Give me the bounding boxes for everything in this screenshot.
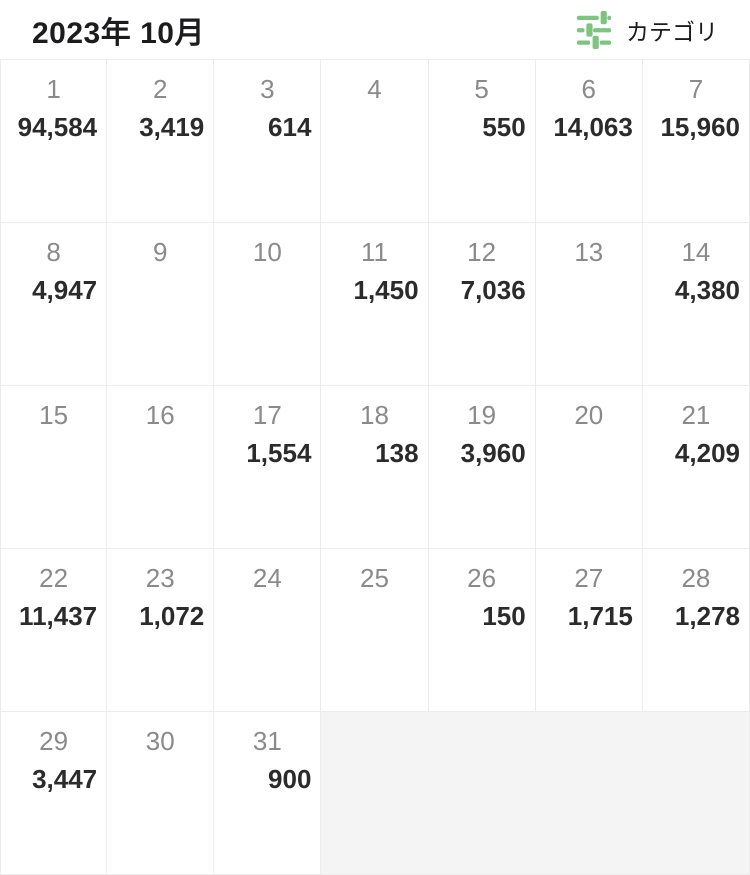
day-number: 6: [581, 74, 596, 104]
calendar-grid: 1 94,584 2 3,419 3 614 4 5 550 6 14,063 7 15,960 8 4,9…: [0, 59, 750, 875]
day-amount: 3,960: [460, 438, 526, 468]
calendar-day-cell[interactable]: 7 15,960: [642, 60, 750, 223]
day-number: 20: [574, 400, 604, 430]
day-number: 8: [46, 237, 61, 267]
day-number: 14: [681, 237, 711, 267]
day-number: 11: [360, 237, 388, 267]
calendar-day-cell[interactable]: 25: [321, 549, 429, 712]
day-number: 13: [574, 237, 604, 267]
calendar-day-cell[interactable]: 10: [214, 223, 322, 386]
calendar-day-cell[interactable]: 26 150: [428, 549, 536, 712]
calendar-day-cell[interactable]: 21 4,209: [642, 386, 750, 549]
calendar-day-cell[interactable]: 28 1,278: [642, 549, 750, 712]
calendar-day-cell[interactable]: 20: [535, 386, 643, 549]
day-amount: 14,063: [553, 112, 633, 142]
calendar-day-cell[interactable]: 22 11,437: [0, 549, 108, 712]
day-amount: 4,380: [674, 275, 740, 305]
day-number: 7: [688, 74, 704, 104]
calendar-day-cell[interactable]: 3 614: [214, 60, 322, 223]
day-amount: 1,278: [674, 601, 740, 631]
calendar-day-cell[interactable]: 6 14,063: [535, 60, 643, 223]
calendar-day-cell[interactable]: 24: [214, 549, 322, 712]
calendar-day-cell[interactable]: 29 3,447: [0, 712, 108, 875]
day-amount: 15,960: [660, 112, 740, 142]
day-amount: 1,715: [567, 601, 633, 631]
day-amount: 7,036: [460, 275, 526, 305]
day-amount: 1,072: [139, 601, 205, 631]
calendar-day-cell[interactable]: 11 1,450: [321, 223, 429, 386]
day-amount: 4,209: [674, 438, 740, 468]
day-amount: 614: [268, 112, 312, 142]
day-amount: 900: [268, 764, 312, 794]
day-number: 30: [145, 726, 175, 756]
day-number: 10: [252, 237, 282, 267]
day-number: 17: [252, 400, 282, 430]
day-number: 25: [360, 563, 389, 593]
day-amount: 4,947: [32, 275, 98, 305]
calendar-day-cell[interactable]: 30: [107, 712, 215, 875]
calendar-day-cell[interactable]: 5 550: [428, 60, 536, 223]
day-amount: 3,447: [32, 764, 98, 794]
day-amount: 550: [482, 112, 526, 142]
day-amount: 11,437: [19, 601, 98, 631]
calendar-day-cell[interactable]: 19 3,960: [428, 386, 536, 549]
calendar-day-cell[interactable]: 23 1,072: [107, 549, 215, 712]
calendar-day-cell[interactable]: 27 1,715: [535, 549, 643, 712]
calendar-day-cell[interactable]: 8 4,947: [0, 223, 108, 386]
month-title: 2023年 10月: [32, 16, 205, 50]
calendar-day-cell[interactable]: 17 1,554: [214, 386, 322, 549]
category-button-label: カテゴリ: [626, 18, 718, 45]
calendar-filler-area: [321, 712, 750, 875]
calendar-day-cell[interactable]: 12 7,036: [428, 223, 536, 386]
day-number: 22: [39, 563, 69, 593]
day-number: 15: [39, 400, 69, 430]
calendar-day-cell[interactable]: 31 900: [214, 712, 322, 875]
day-number: 21: [681, 400, 711, 430]
calendar-day-cell[interactable]: 15: [0, 386, 108, 549]
day-number: 12: [467, 237, 497, 267]
day-number: 16: [145, 400, 175, 430]
calendar-day-cell[interactable]: 9: [107, 223, 215, 386]
calendar-day-cell[interactable]: 16: [107, 386, 215, 549]
day-number: 2: [152, 74, 168, 104]
day-number: 23: [145, 563, 175, 593]
day-amount: 1,450: [353, 275, 419, 305]
day-number: 1: [46, 74, 61, 104]
day-number: 5: [474, 74, 489, 104]
category-button[interactable]: カテゴリ: [575, 10, 718, 49]
calendar-day-cell[interactable]: 1 94,584: [0, 60, 108, 223]
day-number: 24: [252, 563, 282, 593]
day-amount: 150: [482, 601, 526, 631]
day-number: 31: [252, 726, 282, 756]
calendar-day-cell[interactable]: 4: [321, 60, 429, 223]
day-number: 26: [467, 563, 497, 593]
day-number: 18: [360, 400, 389, 430]
calendar-day-cell[interactable]: 2 3,419: [107, 60, 215, 223]
day-number: 28: [681, 563, 711, 593]
day-number: 3: [260, 74, 275, 104]
filter-sliders-icon: [576, 10, 612, 49]
day-number: 29: [39, 726, 69, 756]
calendar-day-cell[interactable]: 14 4,380: [642, 223, 750, 386]
calendar-day-cell[interactable]: 18 138: [321, 386, 429, 549]
day-amount: 1,554: [246, 438, 312, 468]
day-amount: 3,419: [139, 112, 205, 142]
calendar-header: 2023年 10月 カテゴリ: [0, 0, 750, 59]
calendar-day-cell[interactable]: 13: [535, 223, 643, 386]
day-number: 27: [574, 563, 604, 593]
day-number: 19: [467, 400, 497, 430]
day-number: 4: [367, 74, 382, 104]
day-amount: 94,584: [17, 112, 98, 142]
day-amount: 138: [375, 438, 419, 468]
day-number: 9: [152, 237, 168, 267]
